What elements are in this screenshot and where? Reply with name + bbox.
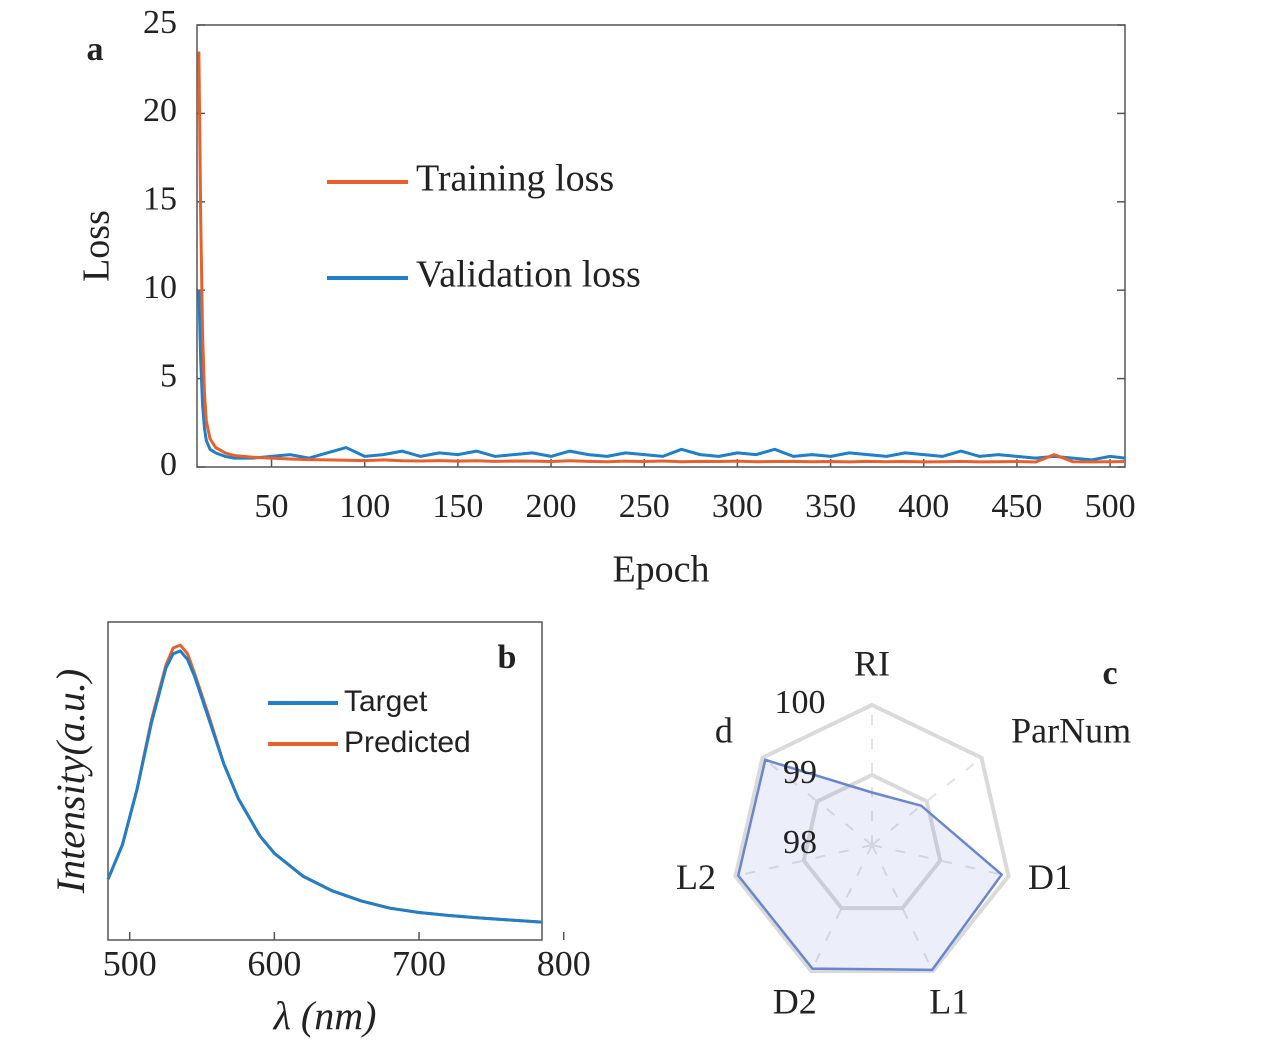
x-tick-label: 600 [247,943,301,983]
series-line [197,51,1126,464]
x-tick-label: 100 [339,488,390,525]
y-axis-label: Intensity(a.u.) [48,669,93,894]
panel-label: b [498,639,517,676]
x-tick-label: 400 [898,488,949,525]
plot-frame [107,621,543,941]
x-axis-label: Epoch [612,549,709,591]
series-line [106,649,543,924]
legend-label: Predicted [344,726,471,759]
legend-label: Target [344,685,428,718]
y-axis-label: Loss [76,210,118,282]
axis-label: L1 [929,982,969,1022]
plot-frame [196,24,1126,468]
panel-label: c [1102,655,1117,692]
radar-area [736,758,1004,972]
x-tick-label: 500 [103,943,157,983]
x-tick-label: 50 [255,488,289,525]
r-tick-label: 100 [775,684,826,721]
x-axis-label: λ (nm) [273,993,377,1038]
series-line [197,290,1126,462]
x-tick-label: 350 [805,488,856,525]
x-tick-label: 250 [619,488,670,525]
x-tick-label: 150 [432,488,483,525]
axis-label: d [715,710,733,750]
axis-label: L2 [676,857,716,897]
y-tick-label: 20 [143,92,177,129]
y-tick-label: 15 [143,181,177,218]
x-tick-label: 700 [392,943,446,983]
x-tick-label: 200 [526,488,577,525]
x-tick-label: 500 [1085,488,1136,525]
x-tick-label: 450 [991,488,1042,525]
x-tick-label: 300 [712,488,763,525]
y-tick-label: 5 [160,357,177,394]
axis-label: ParNum [1011,710,1131,750]
panel-label: a [87,31,104,68]
legend-label: Training loss [416,158,614,200]
axis-label: RI [854,643,890,683]
y-tick-label: 10 [143,269,177,306]
series-line [106,643,543,924]
y-tick-label: 25 [143,4,177,41]
axis-label: D1 [1028,857,1072,897]
legend-label: Validation loss [416,254,641,296]
r-tick-label: 98 [783,824,817,861]
r-tick-label: 99 [783,754,817,791]
grid-ring [733,702,1011,974]
x-tick-label: 800 [537,943,591,983]
axis-label: D2 [773,982,817,1022]
y-tick-label: 0 [160,446,177,483]
